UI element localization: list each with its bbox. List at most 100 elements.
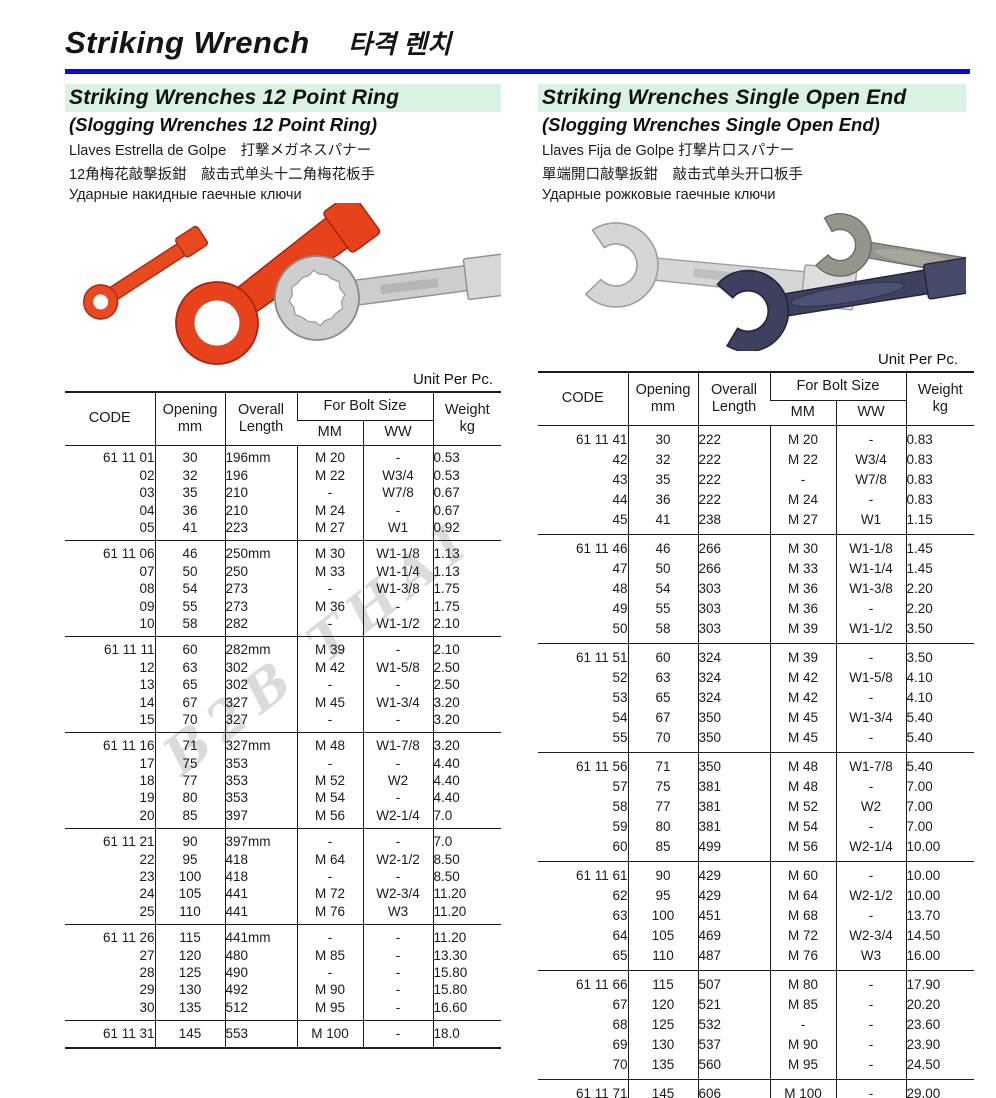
cell-bolt-mm: - xyxy=(296,868,363,886)
cell-bolt-ww: - xyxy=(835,1054,906,1079)
table-group: 61 11 16 71 327mm M 48 W1-7/8 3.20 17 75 353- -4.… xyxy=(65,732,501,829)
cell-length: 469 xyxy=(697,925,770,946)
cell-bolt-mm: M 76 xyxy=(769,945,836,970)
cell-opening: 100 xyxy=(627,905,698,926)
cell-weight: 4.10 xyxy=(905,667,974,688)
cell-bolt-mm: - xyxy=(296,580,363,598)
table-group: 61 11 66 115 507 M 80-17.90 67 120 521 M 85-20.… xyxy=(538,970,974,1079)
table-row: 61 11 16 71 327mm M 48 W1-7/8 3.20 xyxy=(65,732,501,755)
cell-bolt-ww: - xyxy=(835,1079,906,1098)
table-row: 64 105 469 M 72 W2-3/4 14.50 xyxy=(538,925,974,946)
table-group: 61 11 56 71 350 M 48 W1-7/8 5.40 57 75 381 M 48-7… xyxy=(538,752,974,861)
cell-opening: 90 xyxy=(154,828,225,851)
table-row: 20 85 397 M 56 W2-1/4 7.0 xyxy=(65,806,501,829)
cell-bolt-ww: W1-3/8 xyxy=(835,578,906,599)
cell-code: 61 11 46 xyxy=(575,540,628,556)
cell-length: 327 xyxy=(224,710,297,733)
col-header-overall-length: Overall Length xyxy=(697,372,770,425)
cell-bolt-ww: W2-1/2 xyxy=(362,850,433,869)
table-row: 59 80 381 M 54-7.00 xyxy=(538,816,974,837)
cell-bolt-mm: M 56 xyxy=(296,806,363,829)
cell-opening: 54 xyxy=(154,580,225,598)
cell-weight: 2.50 xyxy=(432,658,501,677)
cell-bolt-ww: W1-5/8 xyxy=(835,667,906,688)
table-group: 61 11 06 46 250mm M 30 W1-1/8 1.13 07 50 250 M 33… xyxy=(65,540,501,637)
cell-opening: 65 xyxy=(627,687,698,708)
cell-bolt-mm: M 22 xyxy=(296,466,363,485)
cell-code: 08 xyxy=(139,581,155,597)
cell-weight: 7.00 xyxy=(905,776,974,797)
table-group: 61 11 21 90 397mm - -7.0 22 95 418 M 64 W2-1/2 8.5… xyxy=(65,828,501,925)
cell-code: 04 xyxy=(139,502,155,518)
cell-bolt-mm: M 100 xyxy=(769,1079,836,1098)
cell-bolt-mm: - xyxy=(296,924,363,947)
cell-bolt-ww: W2 xyxy=(835,796,906,817)
cell-opening: 30 xyxy=(627,425,698,450)
table-row: 14 67 327 M 45 W1-3/4 3.20 xyxy=(65,693,501,711)
cell-opening: 70 xyxy=(154,710,225,733)
cell-weight: 7.00 xyxy=(905,816,974,837)
table-row: 58 77 381 M 52 W2 7.00 xyxy=(538,796,974,817)
lang-line-es-ja: Llaves Fija de Golpe 打撃片口スパナー xyxy=(542,143,795,159)
title-divider-rule xyxy=(65,69,970,74)
cell-bolt-mm: M 36 xyxy=(769,598,836,619)
cell-weight: 0.67 xyxy=(432,484,501,502)
cell-length: 381 xyxy=(697,816,770,837)
table-row: 61 11 51 60 324 M 39-3.50 xyxy=(538,643,974,668)
cell-weight: 8.50 xyxy=(432,868,501,886)
cell-length: 266 xyxy=(697,558,770,579)
cell-length: 441 xyxy=(224,902,297,925)
table-row: 61 11 26 115 441mm - -11.20 xyxy=(65,924,501,947)
cell-code: 24 xyxy=(139,886,155,902)
table-row: 61 11 66 115 507 M 80-17.90 xyxy=(538,970,974,995)
cell-code: 61 11 66 xyxy=(575,976,628,992)
cell-opening: 110 xyxy=(627,945,698,970)
cell-weight: 2.10 xyxy=(432,615,501,637)
cell-length: 490 xyxy=(224,964,297,982)
cell-bolt-ww: - xyxy=(362,636,433,659)
table-row: 61 11 56 71 350 M 48 W1-7/8 5.40 xyxy=(538,752,974,777)
cell-bolt-mm: M 76 xyxy=(296,902,363,925)
cell-bolt-ww: - xyxy=(362,964,433,982)
cell-length: 397mm xyxy=(224,828,297,851)
cell-code: 60 xyxy=(612,838,628,854)
table-row: 23 100 418- -8.50 xyxy=(65,868,501,886)
cell-bolt-ww: W2-1/4 xyxy=(835,836,906,861)
silver-ring-wrench xyxy=(274,253,511,341)
table-row: 28 125 490- -15.80 xyxy=(65,964,501,982)
cell-weight: 7.0 xyxy=(432,828,501,851)
cell-bolt-ww: - xyxy=(362,828,433,851)
cell-opening: 115 xyxy=(154,924,225,947)
cell-length: 303 xyxy=(697,598,770,619)
cell-bolt-mm: M 36 xyxy=(769,578,836,599)
cell-code: 42 xyxy=(612,451,628,467)
cell-bolt-ww: - xyxy=(362,710,433,733)
table-row: 04 36 210 M 24-0.67 xyxy=(65,501,501,520)
cell-code: 61 11 11 xyxy=(103,642,155,658)
cell-weight: 3.50 xyxy=(905,618,974,643)
table-row: 45 41 238 M 27 W1 1.15 xyxy=(538,509,974,534)
cell-length: 210 xyxy=(224,484,297,502)
table-group: 61 11 61 90 429 M 60-10.00 62 95 429 M 64 W2-1/2… xyxy=(538,861,974,970)
table-row: 02 32 196 M 22 W3/4 0.53 xyxy=(65,466,501,485)
cell-opening: 130 xyxy=(627,1034,698,1055)
cell-bolt-ww: - xyxy=(835,861,906,886)
cell-weight: 3.20 xyxy=(432,732,501,755)
cell-opening: 30 xyxy=(154,445,225,467)
section-heading: Striking Wrenches Single Open End xyxy=(538,84,966,112)
cell-code: 23 xyxy=(139,869,155,885)
cell-bolt-ww: - xyxy=(362,924,433,947)
cell-opening: 105 xyxy=(154,885,225,903)
cell-weight: 2.20 xyxy=(905,598,974,619)
cell-weight: 29.00 xyxy=(905,1079,974,1098)
spec-table-container: CODE Opening mm Overall Length For Bolt Size W… xyxy=(538,371,974,1098)
cell-opening: 80 xyxy=(154,789,225,807)
section-12-point-ring: Striking Wrenches 12 Point Ring (Sloggin… xyxy=(65,84,511,1049)
col-header-opening: Opening mm xyxy=(627,372,698,425)
col-header-opening: Opening mm xyxy=(154,392,225,445)
section-heading: Striking Wrenches 12 Point Ring xyxy=(65,84,501,112)
table-group: 61 11 31 145 553 M 100-18.0 xyxy=(65,1020,501,1048)
table-row: 61 11 31 145 553 M 100-18.0 xyxy=(65,1020,501,1048)
cell-bolt-ww: - xyxy=(835,994,906,1015)
cell-bolt-ww: - xyxy=(362,676,433,694)
